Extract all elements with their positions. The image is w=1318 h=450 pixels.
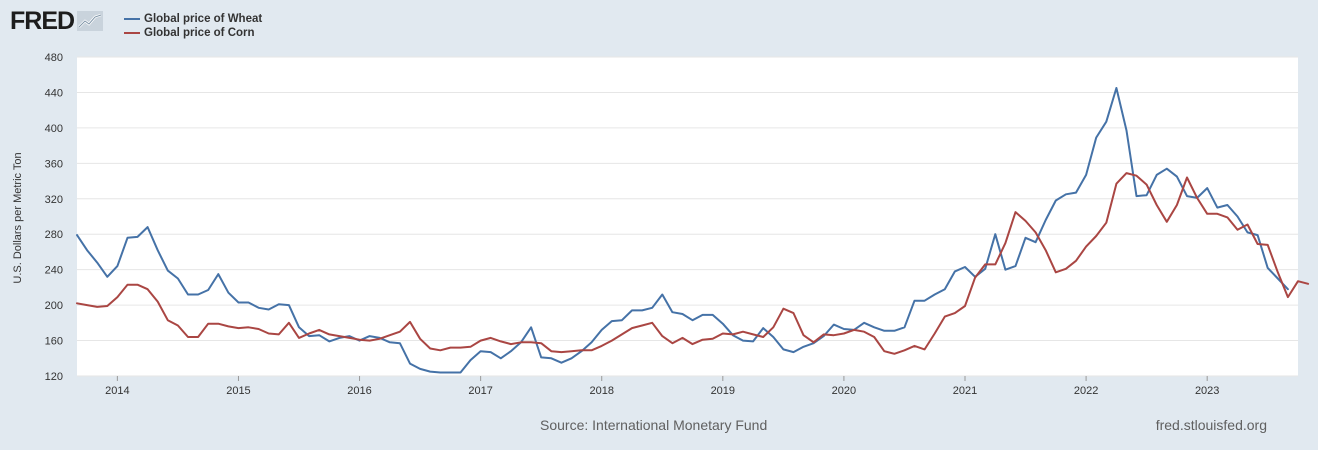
x-tick-label: 2021: [953, 385, 977, 397]
x-tick-label: 2019: [711, 385, 735, 397]
y-axis-label: U.S. Dollars per Metric Ton: [12, 152, 24, 284]
x-tick-label: 2015: [226, 385, 250, 397]
y-tick-label: 320: [45, 194, 63, 206]
corn-series-line: [76, 172, 1310, 355]
trend-chart-icon: [77, 11, 104, 31]
x-tick-label: 2020: [832, 385, 856, 397]
x-tick-label: 2016: [347, 385, 371, 397]
y-tick-label: 440: [45, 87, 63, 99]
y-tick-label: 240: [45, 265, 63, 277]
legend-swatch-wheat: [124, 18, 140, 20]
x-tick-label: 2022: [1074, 385, 1098, 397]
y-tick-label: 160: [45, 336, 63, 348]
site-link[interactable]: fred.stlouisfed.org: [1155, 417, 1267, 433]
y-tick-label: 400: [45, 123, 63, 135]
fred-logo-text: FRED: [10, 7, 75, 35]
x-tick-label: 2018: [589, 385, 613, 397]
source-note: Source: International Monetary Fund: [540, 417, 768, 433]
y-tick-label: 200: [45, 300, 63, 312]
chart-legend: Global price of Wheat Global price of Co…: [124, 12, 262, 40]
y-tick-label: 280: [45, 229, 63, 241]
y-tick-label: 360: [45, 158, 63, 170]
wheat-series-line: [76, 87, 1289, 374]
legend-item-wheat[interactable]: Global price of Wheat: [124, 12, 262, 26]
x-tick-label: 2014: [105, 385, 129, 397]
x-tick-label: 2023: [1195, 385, 1219, 397]
legend-label-wheat: Global price of Wheat: [144, 13, 263, 25]
plot-area: [77, 57, 1298, 376]
y-tick-label: 120: [45, 371, 63, 383]
x-tick-label: 2017: [468, 385, 492, 397]
line-chart[interactable]: 120 160 200 240 280 320 360 400 440 480 2014 2015 20…: [0, 0, 1318, 400]
legend-label-corn: Global price of Corn: [144, 27, 255, 39]
y-tick-label: 480: [45, 52, 63, 64]
fred-logo[interactable]: FRED: [10, 7, 104, 35]
legend-swatch-corn: [124, 32, 140, 34]
legend-item-corn[interactable]: Global price of Corn: [124, 26, 262, 40]
